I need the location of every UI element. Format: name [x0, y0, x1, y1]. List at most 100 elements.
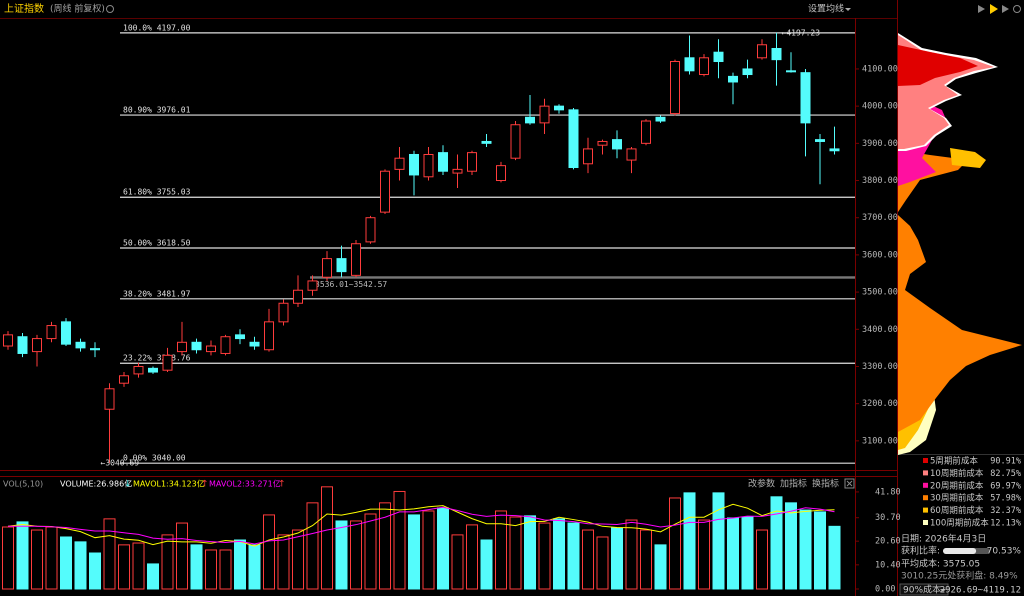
- legend-trend: ↑: [201, 480, 209, 490]
- chip-distribution: [898, 33, 1022, 455]
- candle-body: [61, 321, 71, 345]
- candle-body: [17, 336, 28, 354]
- candle-body: [728, 75, 738, 83]
- candle-body: [90, 348, 100, 351]
- candle-body: [307, 280, 318, 291]
- volume-bar: [538, 522, 551, 590]
- volume-bar: [263, 514, 275, 590]
- volume-bar: [248, 544, 261, 590]
- candle-body: [75, 341, 86, 349]
- candle-body: [322, 258, 332, 278]
- volume-bar: [727, 517, 739, 590]
- candle-body: [394, 157, 405, 170]
- candle-body: [800, 72, 811, 124]
- volume-bar: [393, 490, 406, 590]
- y-tick-label: 3200.00: [862, 399, 898, 409]
- indicator-button[interactable]: 换指标: [812, 478, 839, 490]
- cost-select[interactable]: [899, 583, 949, 596]
- volume-bar: [74, 541, 87, 590]
- legend-value: 90.91%: [990, 457, 1021, 467]
- volume-bar: [567, 522, 580, 590]
- volume-bar: [379, 502, 391, 590]
- y-tick-label: 3300.00: [862, 362, 898, 372]
- volume-bar: [683, 492, 696, 590]
- legend-name: 100周期前成本: [930, 518, 989, 529]
- legend-swatch: [923, 520, 928, 525]
- candle-body: [336, 258, 347, 273]
- chip-area: [898, 45, 978, 86]
- candle-body: [351, 243, 361, 276]
- volume-bar: [118, 544, 130, 590]
- volume-bar: [364, 513, 377, 590]
- legend-value: 57.98%: [990, 494, 1021, 504]
- legend-swatch: [923, 482, 928, 488]
- volume-bar: [350, 520, 362, 590]
- candle-body: [365, 217, 376, 243]
- settings-icon[interactable]: [106, 5, 114, 13]
- indicator-button[interactable]: 加指标: [780, 478, 807, 490]
- chip-date: 日期: 2026年4月3日: [901, 533, 986, 545]
- candle-body: [235, 334, 245, 340]
- volume-title: VOL(5,10): [3, 480, 43, 489]
- legend-value: 82.75%: [990, 469, 1021, 479]
- volume-bar: [611, 527, 623, 590]
- legend-trend: ↓: [124, 480, 132, 490]
- y-tick-label: 10.40: [875, 560, 901, 570]
- candle-body: [771, 47, 782, 61]
- range-label: 3536.01~3542.57: [315, 280, 387, 289]
- candle-body: [438, 152, 448, 172]
- dropdown-icon[interactable]: [845, 8, 851, 11]
- candle-body: [481, 140, 492, 144]
- dropdown-icon[interactable]: [940, 589, 946, 592]
- y-tick-label: 30.70: [875, 513, 901, 523]
- extreme-label: ←3040.69: [101, 458, 140, 467]
- candle-body: [3, 334, 13, 347]
- panel-icon[interactable]: [978, 5, 985, 13]
- volume-bar: [669, 497, 681, 590]
- volume-bar: [756, 529, 768, 590]
- volume-bar: [437, 507, 449, 590]
- panel-icon[interactable]: [990, 4, 998, 14]
- volume-bar: [480, 539, 493, 590]
- volume-bar: [553, 518, 565, 590]
- legend-swatch: [923, 507, 928, 513]
- settings-icon[interactable]: [1013, 5, 1021, 13]
- chip-area: [898, 150, 1022, 432]
- volume-bar: [828, 525, 841, 590]
- y-tick-label: 3700.00: [862, 213, 898, 223]
- candle-body: [510, 124, 521, 159]
- y-tick-label: 20.60: [875, 537, 901, 547]
- candle-body: [119, 375, 129, 384]
- volume-bar: [785, 502, 797, 590]
- legend-entry: MAVOL1:34.123亿: [133, 479, 205, 489]
- volume-bar: [814, 511, 826, 590]
- level-label: 100.0% 4197.00: [123, 23, 191, 32]
- chart-title: 上证指数: [4, 2, 44, 15]
- close-button[interactable]: [844, 478, 855, 489]
- cost-select-label[interactable]: 90%成本: [903, 584, 941, 596]
- y-tick-label: 3400.00: [862, 325, 898, 335]
- volume-bar: [306, 502, 319, 590]
- y-tick-label: 3100.00: [862, 436, 898, 446]
- candle-body: [815, 139, 825, 142]
- candle-body: [220, 336, 231, 354]
- candle-body: [786, 70, 796, 73]
- ma-button[interactable]: 设置均线: [808, 3, 844, 15]
- legend-swatch: [923, 495, 928, 501]
- level-label: 38.20% 3481.97: [123, 289, 191, 298]
- candle-body: [597, 140, 608, 146]
- level-label: 61.80% 3755.03: [123, 188, 191, 197]
- volume-bar: [234, 539, 246, 590]
- volume-bar: [712, 492, 725, 590]
- candle-body: [177, 341, 187, 353]
- indicator-button[interactable]: 改参数: [748, 478, 775, 490]
- panel-icon[interactable]: [1002, 5, 1009, 13]
- candle-body: [46, 325, 57, 340]
- candle-body: [699, 57, 709, 76]
- candle-body: [206, 345, 216, 353]
- close-icon[interactable]: [846, 480, 853, 487]
- y-tick-label: 3500.00: [862, 288, 898, 298]
- volume-bar: [161, 534, 174, 590]
